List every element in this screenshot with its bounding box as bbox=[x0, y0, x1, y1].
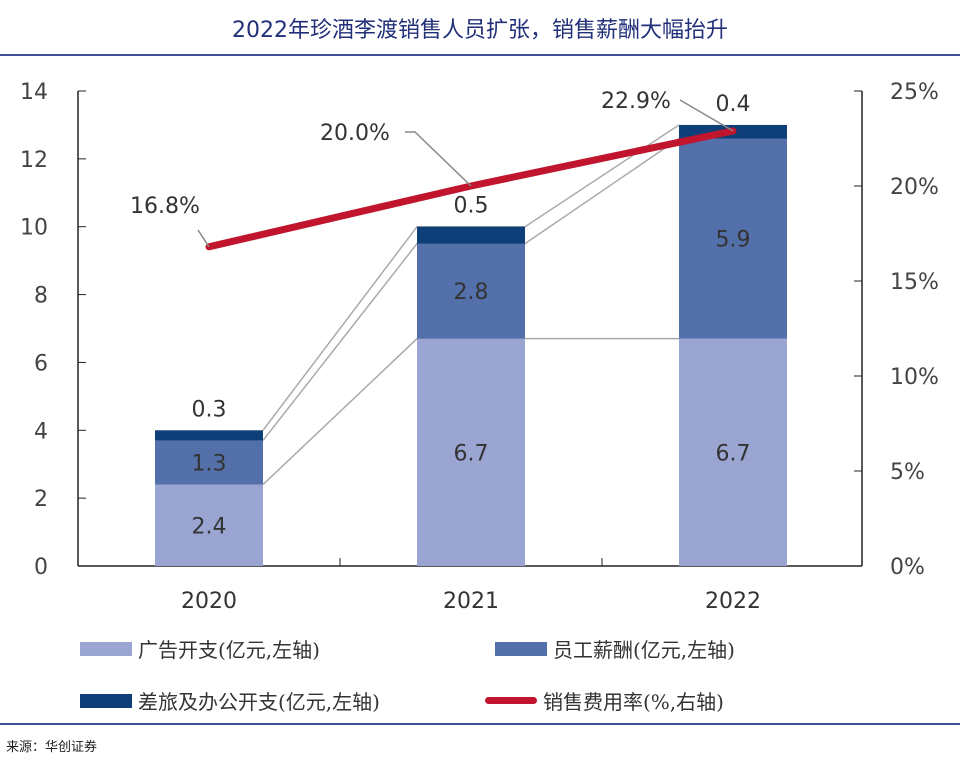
right-tick-label: 0% bbox=[890, 555, 925, 580]
left-tick-label: 4 bbox=[34, 419, 48, 444]
left-tick-label: 12 bbox=[20, 148, 48, 173]
data-label: 0.4 bbox=[716, 92, 751, 117]
right-tick-label: 25% bbox=[890, 80, 939, 105]
label-leader bbox=[679, 99, 734, 132]
x-tick-label: 2022 bbox=[705, 589, 761, 614]
data-label: 2.4 bbox=[192, 514, 227, 539]
left-tick-label: 14 bbox=[20, 80, 48, 105]
legend-item-travel: 差旅及办公开支(亿元,左轴) bbox=[80, 686, 380, 715]
legend-item-salary: 员工薪酬(亿元,左轴) bbox=[495, 634, 735, 663]
legend-item-rate: 销售费用率(%,右轴) bbox=[345, 686, 724, 715]
right-tick-label: 20% bbox=[890, 175, 939, 200]
right-tick-label: 5% bbox=[890, 460, 925, 485]
legend-label: 广告开支(亿元,左轴) bbox=[138, 638, 320, 662]
legend-swatch bbox=[495, 641, 547, 656]
connector-line bbox=[262, 124, 680, 431]
x-tick-label: 2021 bbox=[443, 589, 499, 614]
bar-segment bbox=[679, 138, 787, 339]
bar-segment bbox=[155, 440, 263, 485]
legend-swatch bbox=[80, 693, 132, 708]
legend-label: 销售费用率(%,右轴) bbox=[543, 690, 724, 714]
legend-swatch bbox=[80, 641, 132, 656]
bar-segment bbox=[155, 484, 263, 566]
left-tick-label: 0 bbox=[34, 555, 48, 580]
left-tick-label: 8 bbox=[34, 284, 48, 309]
data-label: 0.5 bbox=[454, 194, 489, 219]
bar-segment bbox=[417, 338, 525, 566]
left-tick-label: 2 bbox=[34, 487, 48, 512]
bar-segment bbox=[417, 243, 525, 339]
label-leader bbox=[405, 131, 472, 187]
bar-segment bbox=[679, 338, 787, 566]
source-divider bbox=[0, 723, 960, 725]
chart-title: 2022年珍酒李渡销售人员扩张，销售薪酬大幅抬升 bbox=[232, 18, 728, 43]
right-tick-label: 15% bbox=[890, 270, 939, 295]
data-label: 6.7 bbox=[454, 441, 489, 466]
legend-label: 差旅及办公开支(亿元,左轴) bbox=[138, 690, 380, 714]
data-label: 0.3 bbox=[192, 397, 227, 422]
bar-segment bbox=[417, 226, 525, 244]
rate-label: 16.8% bbox=[130, 194, 200, 219]
title-divider bbox=[0, 54, 960, 56]
legend-item-ad: 广告开支(亿元,左轴) bbox=[80, 634, 320, 663]
data-label: 2.8 bbox=[454, 280, 489, 305]
x-tick-label: 2020 bbox=[181, 589, 237, 614]
bar-segment bbox=[155, 430, 263, 441]
data-label: 5.9 bbox=[716, 228, 751, 253]
rate-label: 20.0% bbox=[320, 121, 390, 146]
source-note: 来源：华创证券 bbox=[6, 740, 98, 755]
left-tick-label: 6 bbox=[34, 351, 48, 376]
label-leader bbox=[197, 229, 210, 248]
legend-label: 员工薪酬(亿元,左轴) bbox=[553, 638, 735, 662]
data-label: 6.7 bbox=[716, 441, 751, 466]
left-tick-label: 10 bbox=[20, 216, 48, 241]
rate-label: 22.9% bbox=[601, 89, 671, 114]
legend-swatch bbox=[485, 697, 537, 704]
data-label: 1.3 bbox=[192, 452, 227, 477]
right-tick-label: 10% bbox=[890, 365, 939, 390]
